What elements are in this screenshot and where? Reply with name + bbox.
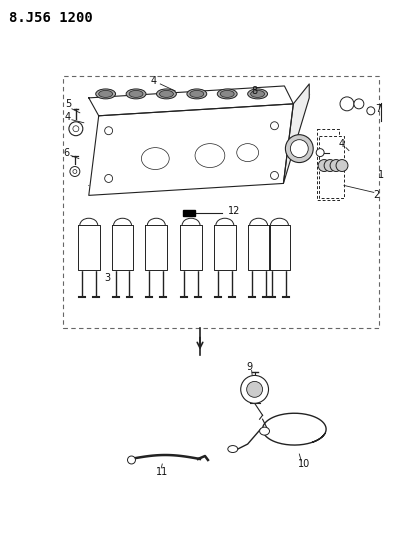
Circle shape: [70, 166, 80, 176]
Ellipse shape: [142, 148, 169, 169]
Polygon shape: [145, 225, 167, 270]
Polygon shape: [268, 225, 290, 270]
Text: 1: 1: [378, 171, 384, 181]
Polygon shape: [248, 225, 270, 270]
Circle shape: [336, 159, 348, 172]
Circle shape: [270, 172, 278, 180]
Circle shape: [340, 97, 354, 111]
Ellipse shape: [228, 446, 238, 453]
Text: 9: 9: [246, 362, 253, 373]
Circle shape: [286, 135, 313, 163]
Ellipse shape: [96, 89, 116, 99]
Circle shape: [290, 140, 308, 158]
Polygon shape: [183, 211, 195, 216]
Circle shape: [128, 456, 136, 464]
Text: 4: 4: [65, 112, 71, 122]
Ellipse shape: [156, 89, 176, 99]
Ellipse shape: [251, 91, 264, 98]
Circle shape: [69, 122, 83, 136]
Text: 8: 8: [252, 86, 258, 96]
Ellipse shape: [237, 144, 258, 161]
Ellipse shape: [187, 89, 207, 99]
Ellipse shape: [126, 89, 146, 99]
Text: 4: 4: [150, 76, 156, 86]
Polygon shape: [319, 136, 344, 198]
Text: 12: 12: [228, 206, 240, 216]
Polygon shape: [180, 225, 202, 270]
Ellipse shape: [190, 91, 204, 98]
Polygon shape: [89, 104, 293, 196]
Ellipse shape: [99, 91, 113, 98]
Circle shape: [324, 159, 336, 172]
Ellipse shape: [260, 427, 270, 435]
Text: 7: 7: [376, 104, 382, 114]
Text: 11: 11: [156, 467, 168, 477]
Text: 3: 3: [104, 273, 111, 283]
Circle shape: [318, 159, 330, 172]
Ellipse shape: [195, 144, 225, 167]
Circle shape: [105, 127, 113, 135]
Circle shape: [367, 107, 375, 115]
Circle shape: [73, 126, 79, 132]
Circle shape: [247, 382, 262, 397]
Text: 10: 10: [298, 459, 310, 469]
Circle shape: [105, 174, 113, 182]
Ellipse shape: [160, 91, 173, 98]
Polygon shape: [214, 225, 236, 270]
Ellipse shape: [129, 91, 143, 98]
Polygon shape: [284, 84, 309, 183]
Ellipse shape: [217, 89, 237, 99]
Polygon shape: [78, 225, 100, 270]
Circle shape: [270, 122, 278, 130]
Ellipse shape: [220, 91, 234, 98]
Text: 6: 6: [64, 148, 70, 158]
Text: 8.J56 1200: 8.J56 1200: [9, 11, 93, 26]
Text: 4: 4: [339, 139, 345, 149]
Ellipse shape: [248, 89, 268, 99]
Text: 5: 5: [65, 99, 71, 109]
Circle shape: [330, 159, 342, 172]
Circle shape: [354, 99, 364, 109]
Polygon shape: [112, 225, 134, 270]
Text: 2: 2: [374, 190, 380, 200]
Circle shape: [241, 375, 268, 403]
Circle shape: [316, 149, 324, 157]
Circle shape: [73, 169, 77, 173]
Bar: [63, 76, 379, 328]
Polygon shape: [89, 86, 293, 116]
